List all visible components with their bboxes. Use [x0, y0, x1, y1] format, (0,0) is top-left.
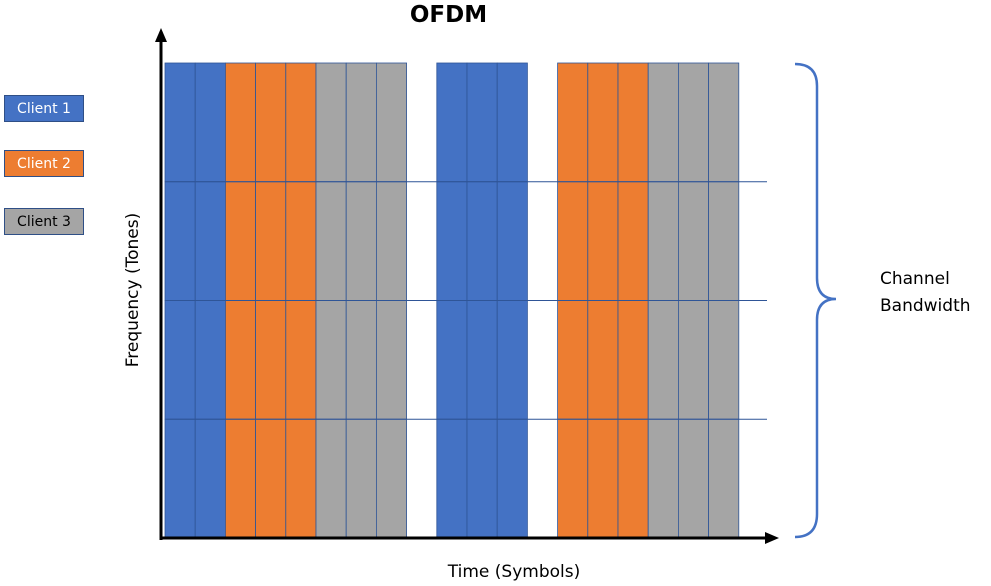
resource-cell-client-2 — [255, 181, 287, 301]
resource-cell-client-2 — [224, 181, 256, 301]
resource-cell-client-2 — [255, 300, 287, 420]
resource-cell-client-1 — [496, 181, 528, 301]
resource-cell-client-3 — [647, 62, 679, 183]
resource-cell-client-1 — [466, 181, 498, 301]
resource-cell-client-3 — [345, 62, 377, 183]
resource-cell-client-3 — [708, 300, 740, 420]
resource-cell-client-3 — [375, 181, 407, 301]
resource-cell-client-3 — [345, 300, 377, 420]
resource-cell-client-1 — [436, 300, 468, 420]
resource-cell-client-2 — [224, 300, 256, 420]
resource-cell-client-2 — [617, 300, 649, 420]
resource-cell-client-1 — [164, 300, 196, 420]
resource-cell-client-2 — [587, 181, 619, 301]
resource-cell-client-1 — [436, 418, 468, 539]
resource-cell-client-3 — [345, 418, 377, 539]
resource-cell-client-3 — [678, 418, 710, 539]
resource-cell-client-1 — [466, 418, 498, 539]
resource-cell-client-1 — [436, 62, 468, 183]
resource-cell-client-2 — [557, 62, 589, 183]
resource-cell-client-2 — [617, 418, 649, 539]
resource-cell-client-2 — [617, 181, 649, 301]
resource-cell-client-1 — [496, 300, 528, 420]
resource-cell-client-3 — [647, 181, 679, 301]
resource-cell-client-2 — [285, 300, 317, 420]
resource-cell-client-3 — [315, 418, 347, 539]
legend-client-2: Client 2 — [4, 150, 84, 177]
resource-cell-client-2 — [587, 62, 619, 183]
resource-cell-client-3 — [315, 300, 347, 420]
resource-cell-client-1 — [194, 418, 226, 539]
resource-cell-client-3 — [647, 418, 679, 539]
resource-cell-client-3 — [708, 62, 740, 183]
resource-cell-client-3 — [678, 62, 710, 183]
resource-cell-client-3 — [647, 300, 679, 420]
resource-cell-client-1 — [496, 418, 528, 539]
channel-bandwidth-label: Channel Bandwidth — [880, 266, 971, 320]
resource-cell-client-1 — [496, 62, 528, 183]
diagram-title: OFDM — [409, 2, 488, 28]
axes — [155, 28, 779, 544]
resource-cell-client-2 — [224, 62, 256, 183]
resource-cell-client-3 — [375, 418, 407, 539]
bandwidth-label-line-2: Bandwidth — [880, 296, 971, 316]
tone-gridlines — [165, 181, 767, 420]
resource-cell-client-2 — [587, 418, 619, 539]
bandwidth-label-line-1: Channel — [880, 269, 950, 289]
resource-cell-client-3 — [678, 181, 710, 301]
resource-cell-client-3 — [375, 300, 407, 420]
resource-cell-client-2 — [285, 418, 317, 539]
resource-cell-client-1 — [194, 300, 226, 420]
y-axis-arrow — [155, 28, 167, 42]
x-axis-arrow — [765, 532, 779, 544]
channel-bandwidth-brace — [794, 62, 837, 539]
resource-cell-client-3 — [708, 181, 740, 301]
resource-cell-client-2 — [617, 62, 649, 183]
resource-cell-client-2 — [557, 418, 589, 539]
resource-cell-client-3 — [375, 62, 407, 183]
resource-cell-client-1 — [466, 62, 498, 183]
resource-cell-client-1 — [194, 62, 226, 183]
resource-cell-client-3 — [345, 181, 377, 301]
resource-cell-client-1 — [436, 181, 468, 301]
resource-cell-client-3 — [708, 418, 740, 539]
resource-cell-client-3 — [315, 62, 347, 183]
resource-cell-client-1 — [164, 62, 196, 183]
resource-cell-client-3 — [678, 300, 710, 420]
resource-cell-client-2 — [557, 181, 589, 301]
resource-cell-client-2 — [557, 300, 589, 420]
resource-cell-client-1 — [466, 300, 498, 420]
resource-cell-client-2 — [285, 181, 317, 301]
resource-cell-client-1 — [164, 418, 196, 539]
resource-cell-client-2 — [587, 300, 619, 420]
resource-cell-client-1 — [164, 181, 196, 301]
legend-client-1: Client 1 — [4, 95, 84, 122]
legend-client-3: Client 3 — [4, 208, 84, 235]
resource-cell-client-2 — [255, 418, 287, 539]
resource-cell-client-2 — [285, 62, 317, 183]
resource-cell-client-2 — [255, 62, 287, 183]
y-axis-label: Frequency (Tones) — [123, 212, 143, 368]
resource-cell-client-3 — [315, 181, 347, 301]
x-axis-label: Time (Symbols) — [447, 562, 581, 582]
resource-cell-client-1 — [194, 181, 226, 301]
resource-cell-client-2 — [224, 418, 256, 539]
